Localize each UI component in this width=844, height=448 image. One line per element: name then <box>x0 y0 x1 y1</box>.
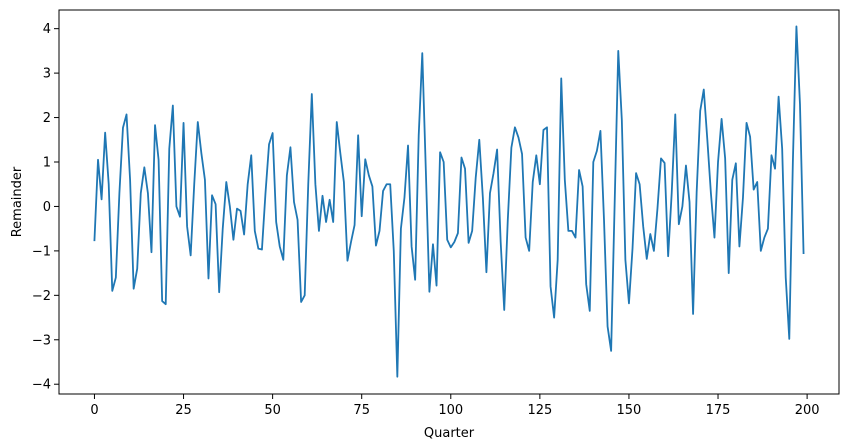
series-line <box>93 25 805 378</box>
x-tick-label: 25 <box>175 403 192 418</box>
y-tick-label: 1 <box>43 156 51 171</box>
x-tick-label: 100 <box>438 403 463 418</box>
y-tick-label: 0 <box>43 200 51 215</box>
x-tick-label: 175 <box>706 403 731 418</box>
x-axis-label: Quarter <box>424 426 475 441</box>
y-tick-label: 3 <box>43 67 51 82</box>
x-tick-label: 150 <box>617 403 642 418</box>
x-tick-label: 125 <box>527 403 552 418</box>
x-tick-label: 75 <box>353 403 370 418</box>
y-axis-label: Remainder <box>10 166 25 237</box>
y-tick-label: −1 <box>32 244 51 259</box>
plot-area <box>93 25 805 378</box>
y-tick-label: −2 <box>32 289 51 304</box>
x-axis: 0 25 50 75 100 125 150 175 200 <box>90 394 820 418</box>
axes-frame <box>58 9 840 395</box>
x-tick-label: 0 <box>90 403 98 418</box>
x-tick-label: 50 <box>264 403 281 418</box>
y-tick-label: −3 <box>32 333 51 348</box>
y-tick-label: 2 <box>43 111 51 126</box>
y-tick-label: −4 <box>32 378 51 393</box>
y-tick-label: 4 <box>43 22 51 37</box>
y-axis: −4 −3 −2 −1 0 1 2 3 4 <box>32 22 59 393</box>
x-tick-label: 200 <box>795 403 820 418</box>
